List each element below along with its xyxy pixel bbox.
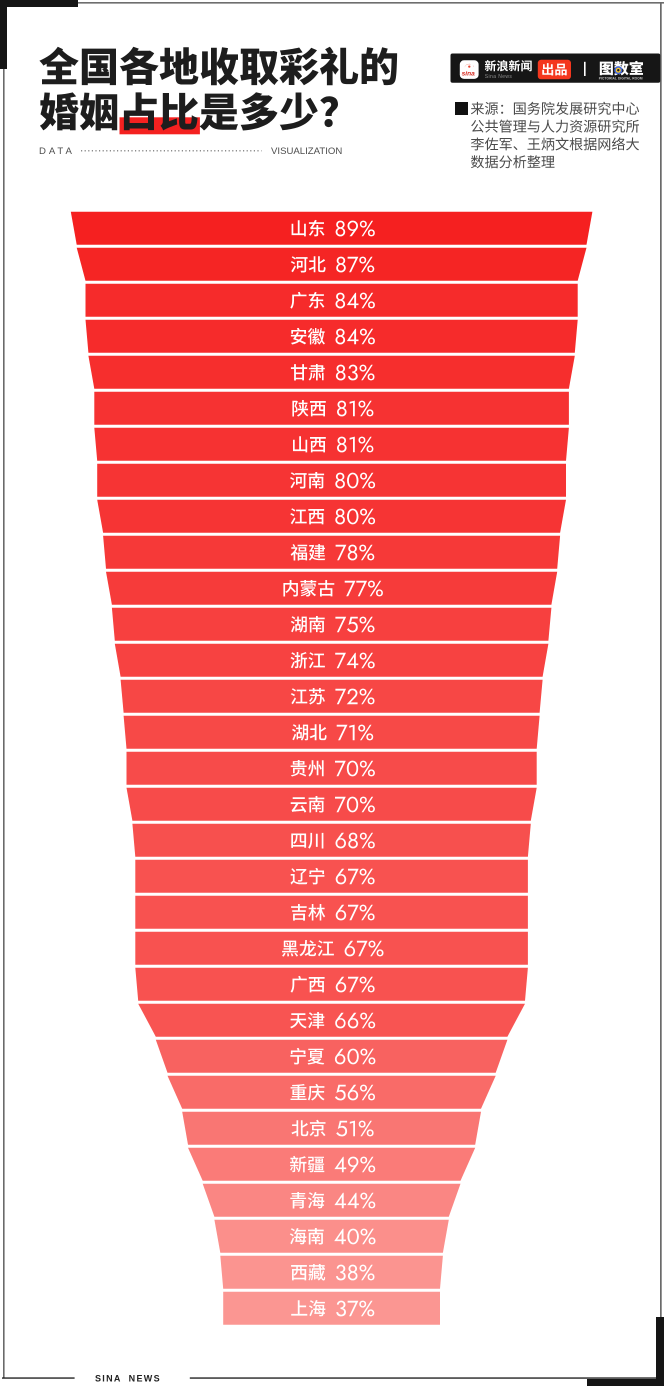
- svg-text:Sina News: Sina News: [485, 74, 513, 80]
- svg-text:sina: sina: [462, 71, 476, 78]
- svg-text:DATA: DATA: [39, 146, 75, 157]
- svg-text:PICTORIAL DIGITAL ROOM: PICTORIAL DIGITAL ROOM: [599, 76, 643, 80]
- svg-text:VISUALIZATION: VISUALIZATION: [271, 146, 342, 157]
- svg-text:SINA NEWS: SINA NEWS: [95, 1374, 161, 1384]
